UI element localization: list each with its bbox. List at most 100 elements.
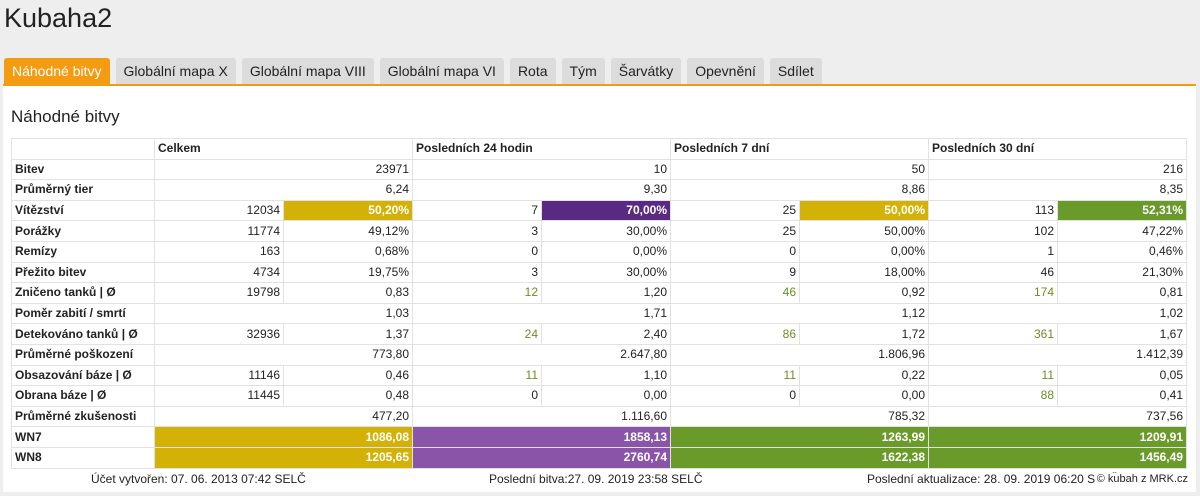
- stat-count: 0: [670, 385, 800, 407]
- stat-count: 361: [928, 323, 1058, 345]
- stat-percent: 0,92: [799, 282, 929, 304]
- stat-value: 10: [412, 158, 671, 181]
- column-header: Posledních 24 hodin: [412, 138, 671, 160]
- stat-percent: 19,75%: [283, 261, 413, 284]
- row-label: Obsazování báze | Ø: [11, 364, 155, 387]
- last-update: Poslední aktualizace: 28. 09. 2019 06:20…: [867, 472, 1119, 486]
- stat-percent: 50,00%: [799, 199, 929, 222]
- stat-percent: 2,40: [541, 323, 671, 345]
- stat-value: 737,56: [928, 405, 1187, 428]
- stat-percent: 52,31%: [1057, 199, 1187, 222]
- stat-percent: 0,68%: [283, 240, 413, 263]
- stat-count: 9: [670, 261, 800, 284]
- row-label: WN8: [11, 446, 155, 469]
- tab-4[interactable]: Rota: [509, 58, 556, 84]
- table-row: Porážky 11774 49,12% 3 30,00% 25 50,00% 102 47,2…: [11, 220, 1187, 242]
- row-label: Vítězství: [11, 199, 155, 222]
- table-row: Průměrné zkušenosti 477,20 1.116,60 785,32 7…: [11, 405, 1187, 428]
- stat-percent: 0,46: [283, 364, 413, 387]
- stat-percent: 0,00: [541, 385, 671, 407]
- stat-percent: 1,72: [799, 323, 929, 345]
- stat-value: 23971: [154, 158, 413, 181]
- stat-value: 1858,13: [412, 426, 671, 448]
- stat-value: 1.116,60: [412, 405, 671, 428]
- tab-bar: Náhodné bitvy Globální mapa X Globální map…: [4, 58, 828, 84]
- stat-count: 4734: [154, 261, 284, 284]
- stat-count: 88: [928, 385, 1058, 407]
- tab-2[interactable]: Globální mapa VIII: [241, 58, 374, 84]
- tab-5[interactable]: Tým: [561, 58, 605, 84]
- stat-count: 46: [670, 282, 800, 304]
- stat-value: 1622,38: [670, 446, 929, 469]
- stat-value: 1.412,39: [928, 343, 1187, 366]
- stat-count: 11: [412, 364, 542, 387]
- table-row: Poměr zabití / smrtí 1,03 1,71 1,12 1,02: [11, 302, 1187, 325]
- stat-count: 11: [928, 364, 1058, 387]
- stat-value: 1,71: [412, 302, 671, 325]
- stat-value: 9,30: [412, 179, 671, 201]
- row-label: Průměrné zkušenosti: [11, 405, 155, 428]
- stat-percent: 0,48: [283, 385, 413, 407]
- stat-value: 1205,65: [154, 446, 413, 469]
- stat-value: 8,86: [670, 179, 929, 201]
- stat-count: 11774: [154, 220, 284, 242]
- stat-percent: 0,05: [1057, 364, 1187, 387]
- table-row: Remízy 163 0,68% 0 0,00% 0 0,00% 1 0,46%: [11, 240, 1187, 263]
- table-row: Průměrné poškození 773,80 2.647,80 1.806,96…: [11, 343, 1187, 366]
- stat-value: 2.647,80: [412, 343, 671, 366]
- stat-percent: 18,00%: [799, 261, 929, 284]
- stat-percent: 0,83: [283, 282, 413, 304]
- stat-count: 12: [412, 282, 542, 304]
- stat-percent: 1,67: [1057, 323, 1187, 345]
- tab-1[interactable]: Globální mapa X: [115, 58, 236, 84]
- tab-6[interactable]: Šarvátky: [610, 58, 682, 84]
- stat-percent: 30,00%: [541, 261, 671, 284]
- stat-count: 3: [412, 220, 542, 242]
- row-label: Detekováno tanků | Ø: [11, 323, 155, 345]
- stat-value: 785,32: [670, 405, 929, 428]
- tab-7[interactable]: Opevnění: [687, 58, 764, 84]
- table-row: Průměrný tier 6,24 9,30 8,86 8,35: [11, 179, 1187, 201]
- tab-8[interactable]: Sdílet: [769, 58, 822, 84]
- stat-percent: 1,20: [541, 282, 671, 304]
- row-label: Poměr zabití / smrtí: [11, 302, 155, 325]
- copyright: © kubah z MRK.cz: [1094, 473, 1190, 485]
- row-label: Porážky: [11, 220, 155, 242]
- row-label: Průměrný tier: [11, 179, 155, 201]
- stat-percent: 0,81: [1057, 282, 1187, 304]
- stat-percent: 1,37: [283, 323, 413, 345]
- row-label: WN7: [11, 426, 155, 448]
- stat-value: 1,02: [928, 302, 1187, 325]
- table-row: Bitev 23971 10 50 216: [11, 158, 1187, 181]
- stat-count: 163: [154, 240, 284, 263]
- stat-value: 477,20: [154, 405, 413, 428]
- page-title: Kubaha2: [4, 3, 113, 33]
- stat-value: 8,35: [928, 179, 1187, 201]
- tab-3[interactable]: Globální mapa VI: [379, 58, 504, 84]
- stat-count: 0: [412, 240, 542, 263]
- stat-count: 0: [670, 240, 800, 263]
- column-header: [11, 138, 155, 160]
- stat-percent: 70,00%: [541, 199, 671, 222]
- table-row: Detekováno tanků | Ø 32936 1,37 24 2,40 86 1,7…: [11, 323, 1187, 345]
- stat-value: 1263,99: [670, 426, 929, 448]
- row-label: Remízy: [11, 240, 155, 263]
- stat-value: 50: [670, 158, 929, 181]
- stat-percent: 47,22%: [1057, 220, 1187, 242]
- stat-percent: 49,12%: [283, 220, 413, 242]
- table-row: WN7 1086,08 1858,13 1263,99 1209,91: [11, 426, 1187, 448]
- panel-title: Náhodné bitvy: [11, 107, 120, 126]
- stat-percent: 1,10: [541, 364, 671, 387]
- stat-value: 2760,74: [412, 446, 671, 469]
- table-row: Zničeno tanků | Ø 19798 0,83 12 1,20 46 0,92 17…: [11, 282, 1187, 304]
- stat-percent: 21,30%: [1057, 261, 1187, 284]
- stat-value: 1209,91: [928, 426, 1187, 448]
- row-label: Přežito bitev: [11, 261, 155, 284]
- stat-count: 25: [670, 220, 800, 242]
- stat-count: 24: [412, 323, 542, 345]
- table-row: Obsazování báze | Ø 11146 0,46 11 1,10 11 0,22…: [11, 364, 1187, 387]
- tab-0[interactable]: Náhodné bitvy: [4, 58, 110, 84]
- stat-count: 25: [670, 199, 800, 222]
- table-row: Přežito bitev 4734 19,75% 3 30,00% 9 18,00% 46 2…: [11, 261, 1187, 284]
- stat-count: 102: [928, 220, 1058, 242]
